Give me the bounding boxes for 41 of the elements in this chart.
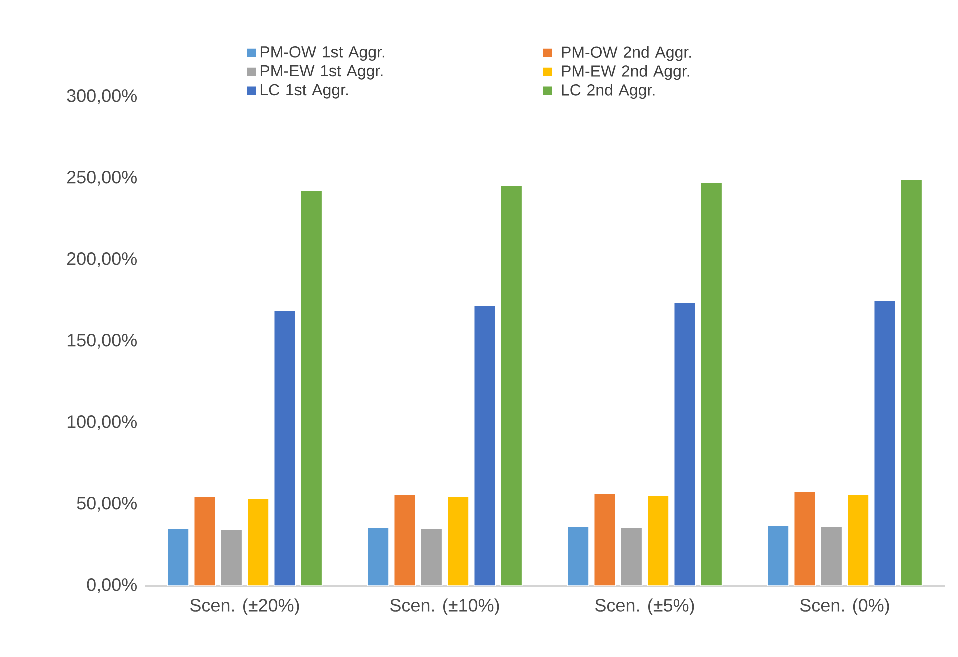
y-tick-label: 150,00%	[68, 334, 137, 349]
bar	[700, 182, 723, 586]
bar	[874, 300, 896, 586]
legend-label: LC 1st Aggr.	[260, 84, 348, 99]
bar	[300, 190, 323, 586]
bar	[220, 530, 243, 586]
bar	[274, 310, 296, 586]
x-tick-label: Scen. (0%)	[800, 598, 890, 616]
bar	[194, 496, 216, 586]
bar	[420, 528, 443, 586]
y-tick-label: 300,00%	[67, 90, 137, 104]
y-tick-label: 200,00%	[67, 252, 137, 268]
bar	[447, 496, 470, 586]
legend-label: PM-OW 2nd Aggr.	[562, 46, 692, 62]
x-tick-label: Scen. (±5%)	[596, 598, 694, 616]
y-tick-label: 250,00%	[67, 171, 137, 186]
bar	[500, 186, 523, 586]
bar	[674, 302, 696, 586]
bar	[900, 180, 923, 586]
bar	[620, 528, 643, 586]
bar	[767, 526, 790, 586]
bar	[247, 498, 270, 586]
legend-label: LC 2nd Aggr.	[562, 84, 655, 100]
bar	[474, 306, 496, 586]
bar	[167, 528, 190, 586]
legend-label: PM-OW 1st Aggr.	[260, 46, 384, 61]
y-tick-label: 0,00%	[87, 578, 137, 594]
bar	[367, 528, 390, 586]
bar	[567, 526, 590, 586]
legend-label: PM-EW 2nd Aggr.	[562, 65, 690, 80]
bar	[847, 494, 870, 586]
bar	[647, 496, 670, 586]
x-tick-label: Scen. (±10%)	[390, 598, 500, 616]
bar	[394, 494, 416, 586]
legend-label: PM-EW 1st Aggr.	[260, 66, 383, 80]
y-tick-label: 100,00%	[68, 416, 137, 430]
bar	[594, 494, 616, 586]
x-tick-label: Scen. (±20%)	[190, 598, 300, 616]
bar	[794, 492, 816, 586]
y-tick-label: 50,00%	[77, 497, 137, 512]
bar	[820, 526, 843, 586]
